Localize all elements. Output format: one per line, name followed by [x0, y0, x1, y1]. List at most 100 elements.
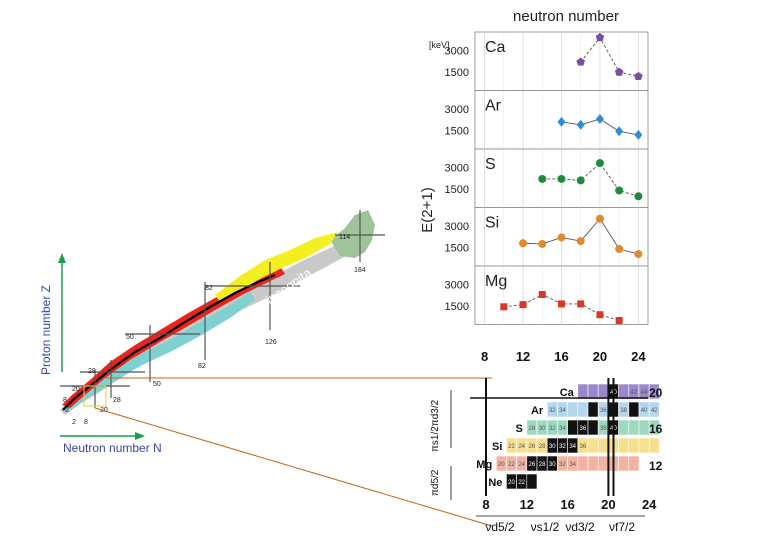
- zoom-cell: [648, 437, 660, 454]
- z-axis-arrowhead: [58, 253, 66, 263]
- zoom-cells: Ca404244Ar323436384042S28303234363840Si2…: [476, 383, 660, 490]
- magic-82-n: 82: [198, 363, 206, 370]
- panel-ca: 3000 1500 Ca: [445, 31, 649, 91]
- cell-mass: 42: [631, 390, 638, 396]
- panel-si: 3000 1500 Si: [445, 207, 649, 267]
- magic-82-z: 82: [205, 285, 213, 292]
- zoom-pi2-label: πd5/2: [430, 469, 441, 496]
- zoom-lines: [470, 378, 648, 496]
- n-axis-arrowhead: [135, 432, 145, 440]
- zoom-line-bottom: [94, 407, 493, 527]
- cell-mass: 30: [549, 444, 556, 450]
- magic-2-z: 2: [65, 407, 69, 414]
- data-point: [538, 239, 547, 248]
- cell-mass: 22: [508, 444, 515, 450]
- cell-mass: 34: [559, 408, 566, 414]
- x-tick-label: 16: [554, 349, 568, 364]
- element-label: Ca: [560, 387, 575, 399]
- zoom-cell: [618, 437, 630, 454]
- series-label: Mg: [485, 273, 507, 290]
- element-label: Ne: [488, 477, 502, 489]
- cell-mass: 32: [549, 408, 556, 414]
- series-label: Ar: [485, 98, 502, 115]
- y-tick-label: 1500: [445, 184, 469, 196]
- magic-28-z: 28: [88, 368, 96, 375]
- magic-20-z: 20: [72, 386, 80, 393]
- data-point: [614, 67, 624, 76]
- y-tick-label: 3000: [445, 279, 469, 291]
- series-label: Ca: [485, 39, 506, 56]
- cell-mass: 36: [580, 444, 587, 450]
- data-point: [557, 174, 566, 183]
- data-point: [538, 291, 546, 299]
- data-point: [615, 186, 624, 195]
- zoom-cell: [587, 419, 599, 436]
- y-tick-label: 1500: [445, 67, 469, 79]
- magic-8-z: 8: [63, 397, 67, 404]
- cell-mass: 32: [559, 444, 566, 450]
- series-line: [580, 36, 639, 77]
- zoom-cell: [587, 437, 599, 454]
- zoom-cell: [648, 401, 660, 418]
- data-point: [615, 245, 624, 254]
- cell-mass: 22: [508, 462, 515, 468]
- chart-title: neutron number: [513, 8, 619, 25]
- e2-chart: neutron number [keV] 8 12 16 20 24 3000 1500 C…: [419, 8, 649, 364]
- zoom-cell: [638, 419, 650, 436]
- data-point: [519, 239, 528, 248]
- data-point: [538, 174, 547, 183]
- zoom-row-si: Si 22 24 26 28 30 32 34 36: [492, 437, 660, 454]
- zoom-cell: [638, 437, 650, 454]
- data-point: [595, 214, 604, 223]
- cell-mass: 32: [559, 462, 566, 468]
- zoom-cell: [587, 401, 599, 418]
- cell-mass: 34: [569, 462, 576, 468]
- zoom-nu-labels: νd5/2 νs1/2 νd3/2 νf7/2: [485, 520, 635, 534]
- element-label: S: [515, 423, 522, 435]
- cell-mass: 36: [580, 426, 587, 432]
- data-point: [634, 192, 643, 201]
- data-point: [557, 233, 566, 242]
- nu-label: νd3/2: [565, 520, 595, 534]
- yellow-region: [215, 232, 338, 302]
- series-label: S: [485, 156, 496, 173]
- cell-mass: 24: [518, 462, 525, 468]
- cell-mass: 36: [600, 408, 607, 414]
- data-point: [558, 300, 565, 308]
- data-point: [576, 119, 585, 130]
- data-point: [576, 57, 585, 66]
- cell-mass: 22: [518, 480, 525, 486]
- zoom-x-tick: 8: [482, 497, 489, 512]
- x-tick-label: 8: [481, 349, 488, 364]
- cell-mass: 26: [529, 462, 536, 468]
- data-point: [634, 71, 643, 80]
- data-point: [615, 317, 623, 324]
- x-tick-label: 12: [516, 349, 530, 364]
- data-point: [615, 126, 624, 137]
- zoom-cell: [587, 383, 599, 400]
- element-label: Ar: [531, 405, 544, 417]
- zoom-cell: [628, 455, 640, 472]
- green-region: [330, 210, 375, 258]
- zoom-row-ar: Ar 32 34 36 38 40 42: [531, 401, 660, 418]
- zoom-x-tick: 12: [520, 497, 534, 512]
- y-tick-label: 3000: [445, 162, 469, 174]
- zoom-row-mg: Mg 20 22 24 26 28 30 32 34: [476, 455, 640, 472]
- cell-mass: 20: [498, 462, 505, 468]
- zoom-cell: [648, 383, 660, 400]
- cell-mass: 42: [651, 408, 658, 414]
- zoom-x-tick: 24: [642, 497, 657, 512]
- panel-mg: 3000 1500 Mg: [445, 265, 649, 325]
- zoom-cell: [618, 419, 630, 436]
- zoom-labels: 8 12 16 20 24: [476, 497, 657, 517]
- nu-label: νs1/2: [531, 520, 560, 534]
- zoom-box: [83, 385, 107, 407]
- data-point: [576, 237, 585, 246]
- cyan-region: [62, 292, 255, 412]
- panels: 30001500Ca30001500Ar30001500S30001500Si3…: [445, 31, 649, 325]
- magic-8-n: 8: [84, 419, 88, 426]
- cell-mass: 38: [600, 426, 607, 432]
- zoom-cell: [597, 455, 609, 472]
- y-tick-label: 3000: [445, 45, 469, 57]
- panel-ar: 3000 1500 Ar: [445, 90, 649, 150]
